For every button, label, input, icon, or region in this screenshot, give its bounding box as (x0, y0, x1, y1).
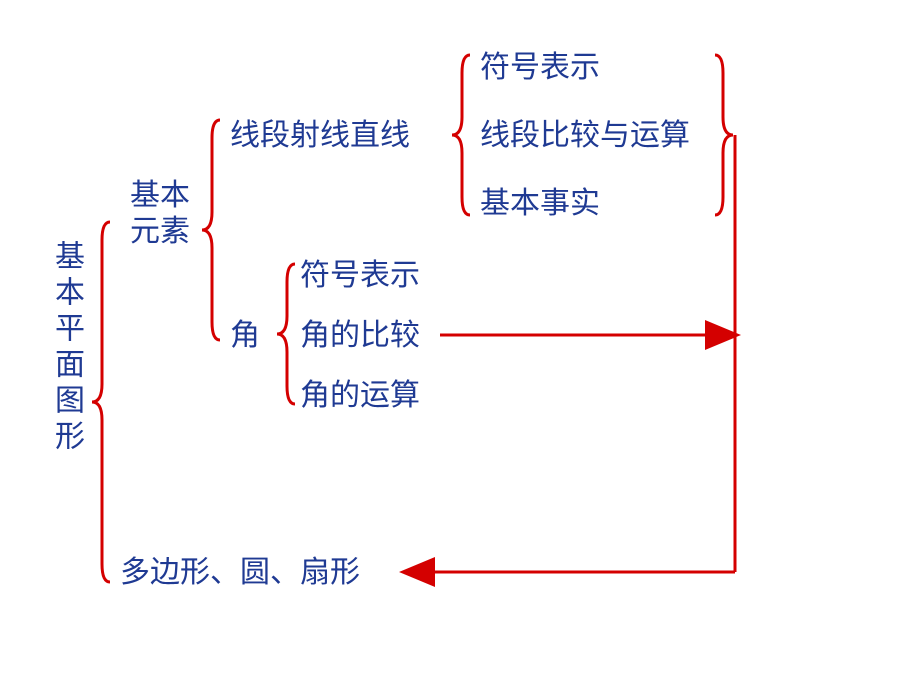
lines-item-2: 线段比较与运算 (480, 118, 690, 154)
angle-label: 角 (230, 318, 260, 354)
lines-label: 线段射线直线 (230, 118, 410, 154)
polygons-label: 多边形、圆、扇形 (120, 555, 360, 591)
brace-lines (452, 55, 470, 215)
brace-elements (202, 120, 220, 340)
basic-elements-label-2: 元素 (130, 214, 190, 250)
basic-elements-label-1: 基本 (130, 178, 190, 214)
root-label: 基本平面图形 (48, 240, 84, 456)
brace-angle (277, 264, 295, 404)
angle-item-2: 角的比较 (300, 318, 420, 354)
brace-root (92, 222, 110, 582)
angle-item-3: 角的运算 (300, 378, 420, 414)
lines-item-3: 基本事实 (480, 186, 600, 222)
lines-item-1: 符号表示 (480, 50, 600, 86)
brace-lines-right (715, 55, 733, 215)
angle-item-1: 符号表示 (300, 258, 420, 294)
